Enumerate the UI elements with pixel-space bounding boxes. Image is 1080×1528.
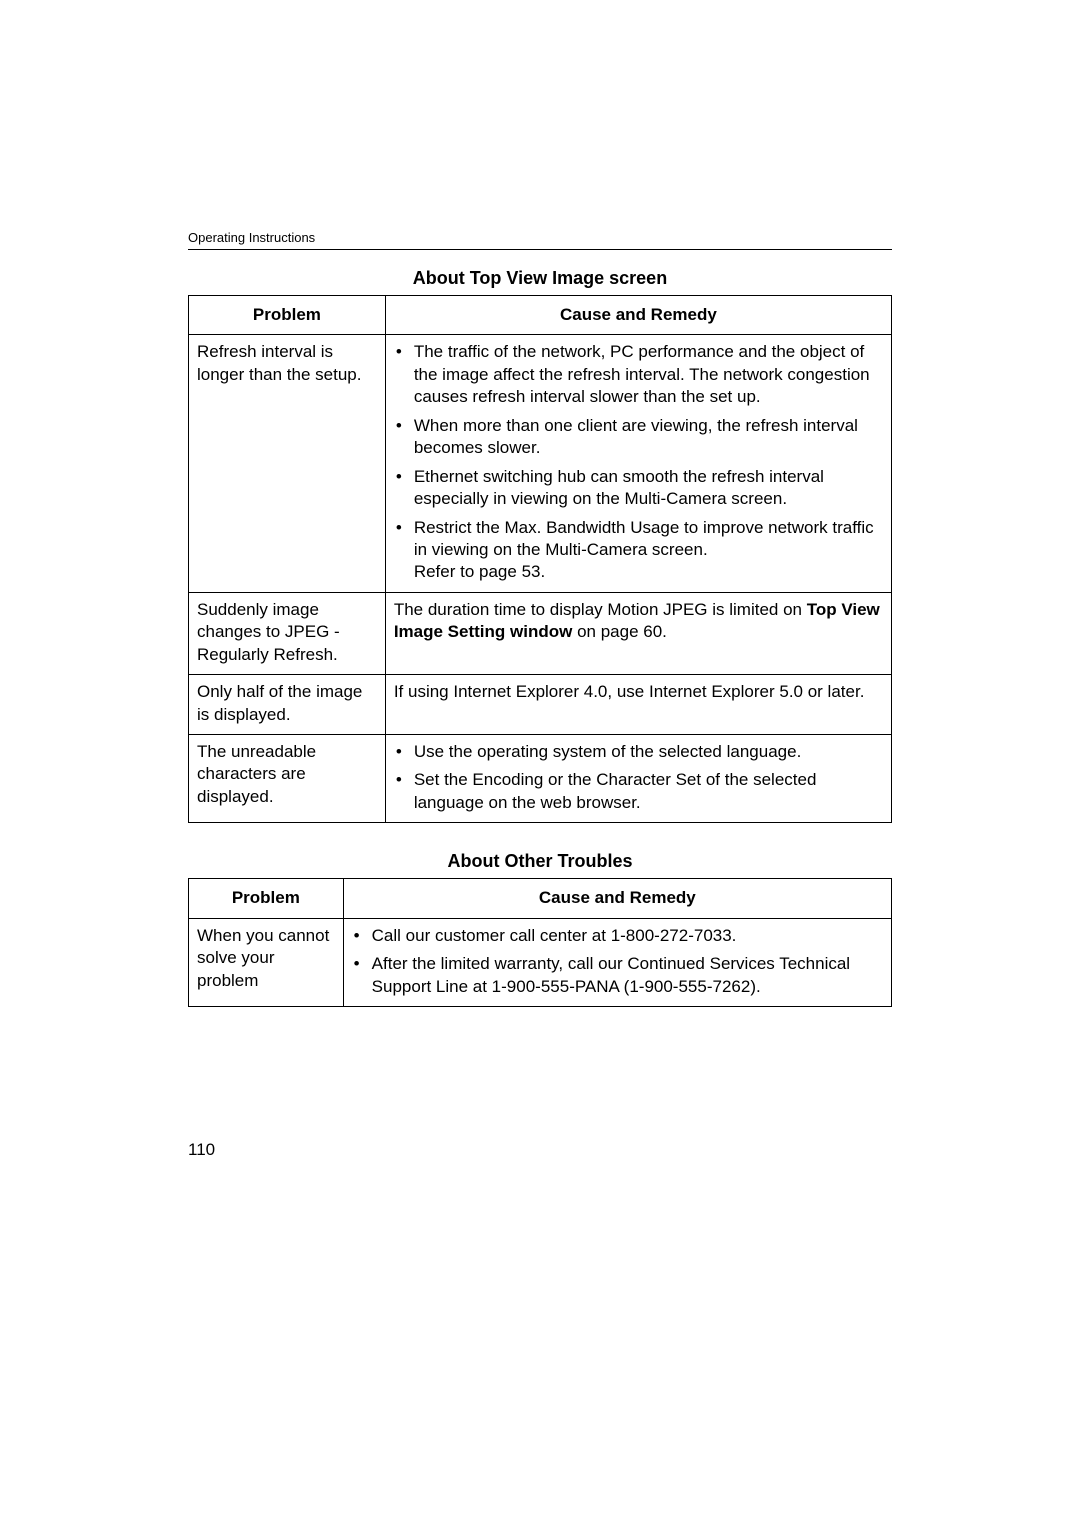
- remedy-item: The traffic of the network, PC performan…: [394, 341, 883, 408]
- remedy-text-pre: The duration time to display Motion JPEG…: [394, 600, 807, 619]
- cell-problem: Refresh interval is longer than the setu…: [189, 335, 386, 592]
- remedy-item: Restrict the Max. Bandwidth Usage to imp…: [394, 517, 883, 584]
- section-title-top-view: About Top View Image screen: [188, 268, 892, 289]
- table-row: When you cannot solve your problem Call …: [189, 918, 892, 1006]
- cell-problem: Only half of the image is displayed.: [189, 675, 386, 735]
- remedy-item: Ethernet switching hub can smooth the re…: [394, 466, 883, 511]
- table-header-row: Problem Cause and Remedy: [189, 296, 892, 335]
- section-title-other-troubles: About Other Troubles: [188, 851, 892, 872]
- header-remedy: Cause and Remedy: [385, 296, 891, 335]
- cell-remedy: If using Internet Explorer 4.0, use Inte…: [385, 675, 891, 735]
- cell-remedy: The traffic of the network, PC performan…: [385, 335, 891, 592]
- running-head: Operating Instructions: [188, 230, 892, 250]
- header-problem: Problem: [189, 879, 344, 918]
- remedy-item: After the limited warranty, call our Con…: [352, 953, 883, 998]
- table-row: Suddenly image changes to JPEG - Regular…: [189, 592, 892, 674]
- document-page: Operating Instructions About Top View Im…: [0, 0, 1080, 1007]
- cell-remedy: The duration time to display Motion JPEG…: [385, 592, 891, 674]
- remedy-item: Set the Encoding or the Character Set of…: [394, 769, 883, 814]
- cell-problem: The unreadable characters are displayed.: [189, 735, 386, 823]
- remedy-text-post: on page 60.: [572, 622, 667, 641]
- cell-remedy: Call our customer call center at 1-800-2…: [343, 918, 891, 1006]
- table-other-troubles: Problem Cause and Remedy When you cannot…: [188, 878, 892, 1007]
- remedy-item: Use the operating system of the selected…: [394, 741, 883, 763]
- table-row: Only half of the image is displayed. If …: [189, 675, 892, 735]
- remedy-item: Call our customer call center at 1-800-2…: [352, 925, 883, 947]
- table-header-row: Problem Cause and Remedy: [189, 879, 892, 918]
- cell-remedy: Use the operating system of the selected…: [385, 735, 891, 823]
- remedy-item: When more than one client are viewing, t…: [394, 415, 883, 460]
- cell-problem: Suddenly image changes to JPEG - Regular…: [189, 592, 386, 674]
- table-top-view-image: Problem Cause and Remedy Refresh interva…: [188, 295, 892, 823]
- page-number: 110: [188, 1140, 215, 1160]
- header-problem: Problem: [189, 296, 386, 335]
- table-row: Refresh interval is longer than the setu…: [189, 335, 892, 592]
- header-remedy: Cause and Remedy: [343, 879, 891, 918]
- cell-problem: When you cannot solve your problem: [189, 918, 344, 1006]
- table-row: The unreadable characters are displayed.…: [189, 735, 892, 823]
